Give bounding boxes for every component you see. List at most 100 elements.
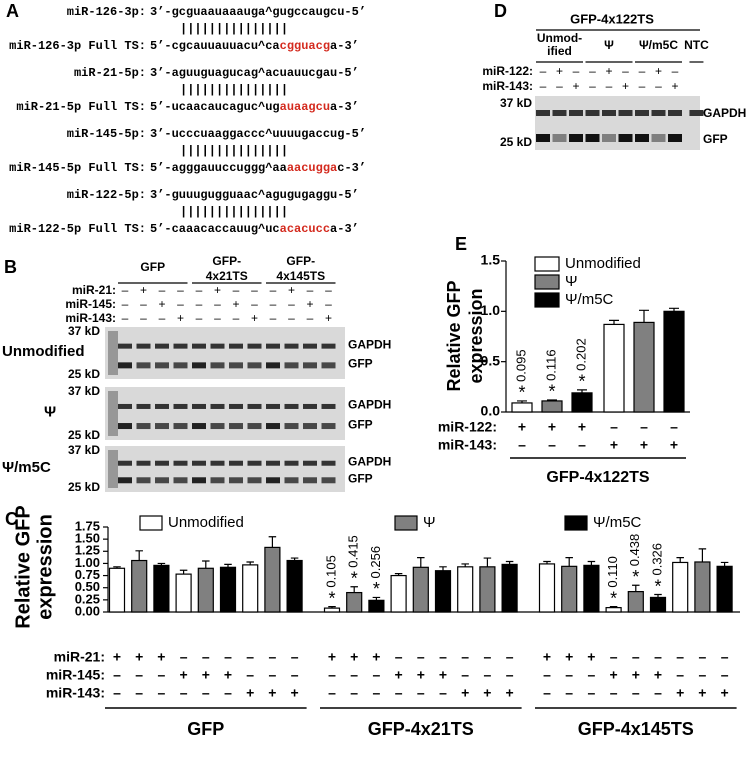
sign: –	[196, 311, 203, 325]
blot-band	[618, 110, 633, 116]
error-bar	[609, 319, 619, 325]
blot-band	[536, 134, 550, 142]
sign: –	[640, 419, 648, 435]
error-bar	[639, 309, 649, 323]
error-bar	[654, 593, 662, 598]
group-label: GFP-4x122TS	[546, 469, 649, 486]
sign: +	[135, 649, 143, 665]
blot-band	[155, 423, 169, 430]
blot-band	[321, 423, 336, 430]
sign: +	[461, 685, 469, 701]
sign: –	[224, 685, 232, 701]
sign: –	[672, 64, 679, 78]
blot-band	[284, 477, 299, 484]
sign: –	[610, 419, 618, 435]
blot-band	[569, 110, 583, 116]
blot-band	[552, 110, 567, 116]
blot-band	[303, 460, 317, 466]
legend-swatch	[564, 515, 588, 531]
legend-swatch	[534, 292, 560, 308]
blot-band	[284, 423, 299, 430]
sign: +	[306, 297, 313, 311]
sign: +	[439, 667, 447, 683]
blot-band	[266, 403, 280, 409]
sign: +	[180, 667, 188, 683]
sign: –	[540, 79, 547, 93]
p-value: 0.105	[323, 555, 338, 588]
bar	[108, 567, 126, 613]
sign: –	[632, 685, 640, 701]
blot-band	[635, 110, 649, 116]
error-bar	[632, 584, 640, 592]
sign: –	[270, 311, 277, 325]
sign: +	[610, 437, 618, 453]
y-tick-label: 1.0	[481, 302, 501, 318]
sign: +	[698, 685, 706, 701]
y-tick-label: 1.00	[75, 555, 100, 570]
target-site-name: miR-145-5p Full TS:	[9, 161, 146, 175]
mirna-name: miR-145-5p:	[67, 127, 146, 141]
blot-band	[602, 134, 616, 142]
sequence-part: c-3’	[337, 161, 366, 175]
blot-band	[536, 110, 550, 116]
seed-match: aacugga	[287, 161, 337, 175]
blot-band	[136, 362, 151, 369]
error-bar	[439, 566, 447, 571]
sign: –	[288, 297, 295, 311]
marker-label: 25 kD	[500, 135, 532, 149]
sign: –	[606, 79, 613, 93]
mirna-name: miR-122-5p:	[67, 188, 146, 202]
seed-match: acacucc	[280, 222, 330, 236]
blot-band	[192, 403, 206, 409]
sign: +	[202, 667, 210, 683]
sign: –	[373, 667, 381, 683]
sign: +	[177, 311, 184, 325]
sign: –	[233, 283, 240, 297]
band-label: GFP	[703, 132, 728, 146]
y-axis-label: expression	[466, 288, 486, 383]
sign: –	[573, 64, 580, 78]
error-bar	[157, 562, 166, 566]
sign: +	[518, 419, 526, 435]
sign: –	[224, 649, 232, 665]
bar	[627, 590, 644, 613]
target-site-sequence: 5’-cgcauuauuacu^cacgguacga-3’	[150, 39, 359, 53]
pairing: |||||||||||||||	[180, 83, 288, 97]
sign: –	[177, 283, 184, 297]
sign: –	[328, 685, 336, 701]
group-label: Ψ	[604, 38, 614, 52]
significance-mark: *	[328, 588, 335, 608]
error-bar	[461, 563, 469, 567]
sign: –	[135, 667, 143, 683]
sign: –	[196, 297, 203, 311]
sign: –	[461, 649, 469, 665]
y-axis-label: expression	[34, 514, 56, 620]
blot-band	[229, 423, 243, 430]
sign: –	[506, 649, 514, 665]
blot	[105, 387, 345, 440]
sign: –	[288, 311, 295, 325]
sign: –	[588, 667, 596, 683]
sign: –	[350, 667, 358, 683]
blot-band	[552, 134, 567, 142]
bar	[663, 310, 685, 413]
p-value: 0.326	[649, 543, 664, 576]
error-bar	[517, 400, 527, 403]
blot-band	[689, 110, 704, 116]
blot-band	[155, 343, 169, 349]
sign: –	[610, 685, 618, 701]
blot-band	[247, 477, 262, 484]
sign: –	[307, 283, 314, 297]
pairing: |||||||||||||||	[180, 205, 288, 219]
target-site-sequence: 5’-caaacaccauug^ucacacucca-3’	[150, 222, 359, 236]
significance-mark: *	[351, 568, 358, 588]
bar	[368, 599, 385, 613]
sign: –	[670, 419, 678, 435]
row-label: miR-145:	[46, 667, 105, 683]
legend-label: Unmodified	[565, 255, 641, 272]
sign: –	[122, 297, 129, 311]
sign: –	[699, 649, 707, 665]
target-site-sequence: 5’-ucaacaucaguc^ugauaagcua-3’	[150, 100, 359, 114]
sign: +	[417, 667, 425, 683]
